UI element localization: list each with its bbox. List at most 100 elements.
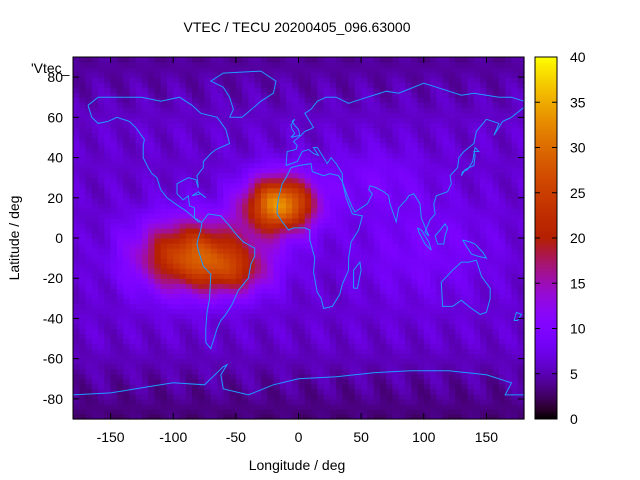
heat-cell <box>498 238 506 244</box>
heat-cell <box>480 298 488 304</box>
heat-cell <box>154 87 162 93</box>
heat-cell <box>317 288 325 294</box>
heat-cell <box>473 112 481 118</box>
heat-cell <box>392 67 400 73</box>
heat-cell <box>160 408 168 415</box>
heat-cell <box>73 117 80 123</box>
heat-cell <box>166 77 174 83</box>
heat-cell <box>198 373 206 380</box>
heat-cell <box>179 273 187 279</box>
heat-cell <box>379 142 387 149</box>
heat-cell <box>110 187 118 194</box>
heat-cell <box>210 187 218 194</box>
heat-cell <box>198 107 206 113</box>
heat-cell <box>248 212 256 219</box>
heat-cell <box>342 378 350 385</box>
heat-cell <box>348 298 356 304</box>
heat-cell <box>392 152 400 159</box>
heat-cell <box>110 283 118 289</box>
heat-cell <box>260 57 268 63</box>
heat-cell <box>79 57 87 63</box>
heat-cell <box>273 398 281 405</box>
heat-cell <box>279 172 287 179</box>
heat-cell <box>292 92 300 98</box>
heat-cell <box>404 393 412 400</box>
heat-cell <box>342 253 350 259</box>
heat-cell <box>135 92 143 98</box>
heat-cell <box>329 343 337 350</box>
heat-cell <box>398 343 406 350</box>
heat-cell <box>411 92 419 98</box>
heat-cell <box>116 227 124 234</box>
heat-cell <box>223 202 231 209</box>
heat-cell <box>473 77 481 83</box>
heat-cell <box>248 318 256 325</box>
heat-cell <box>311 192 318 199</box>
heat-cell <box>141 408 149 415</box>
heat-cell <box>323 298 331 304</box>
heat-cell <box>210 303 218 309</box>
heat-cell <box>110 132 118 139</box>
heat-cell <box>373 353 381 360</box>
heat-cell <box>110 258 118 264</box>
heat-cell <box>223 227 231 234</box>
heat-cell <box>279 92 287 98</box>
heat-cell <box>279 323 287 330</box>
heat-cell <box>285 77 293 83</box>
heat-cell <box>486 127 494 134</box>
heat-cell <box>204 243 212 249</box>
heat-cell <box>292 358 300 365</box>
heat-cell <box>192 207 199 214</box>
heat-cell <box>260 258 268 264</box>
heat-cell <box>116 97 124 103</box>
heat-cell <box>91 258 99 264</box>
heat-cell <box>110 393 118 400</box>
heat-cell <box>160 293 168 299</box>
heat-cell <box>204 87 212 93</box>
heat-cell <box>148 67 156 73</box>
heat-cell <box>185 97 193 103</box>
heat-cell <box>179 187 187 194</box>
heat-cell <box>492 192 500 199</box>
heat-cell <box>304 222 312 229</box>
heat-cell <box>467 137 475 144</box>
heat-cell <box>329 192 337 199</box>
heat-cell <box>242 62 249 68</box>
heat-cell <box>73 358 80 365</box>
heat-cell <box>342 87 350 93</box>
heat-cell <box>480 248 488 254</box>
heat-cell <box>192 157 199 164</box>
heat-cell <box>129 293 137 299</box>
heat-cell <box>342 243 350 249</box>
heat-cell <box>223 363 231 370</box>
heat-cell <box>480 353 488 360</box>
heat-cell <box>442 353 450 360</box>
heat-cell <box>361 303 368 309</box>
heat-cell <box>242 67 249 73</box>
heat-cell <box>404 202 412 209</box>
heat-cell <box>279 298 287 304</box>
heat-cell <box>279 333 287 340</box>
heat-cell <box>210 383 218 390</box>
heat-cell <box>342 373 350 380</box>
heat-cell <box>348 393 356 400</box>
heat-cell <box>505 328 513 335</box>
heat-cell <box>85 132 93 139</box>
heat-cell <box>492 263 500 269</box>
heat-cell <box>248 137 256 144</box>
heat-cell <box>404 92 412 98</box>
heat-cell <box>304 243 312 249</box>
heat-cell <box>430 258 437 264</box>
heat-cell <box>223 343 231 350</box>
heat-cell <box>461 132 469 139</box>
heat-cell <box>235 97 243 103</box>
heat-cell <box>398 117 406 123</box>
heat-cell <box>98 353 105 360</box>
heat-cell <box>85 192 93 199</box>
heat-cell <box>367 92 375 98</box>
heat-cell <box>423 253 431 259</box>
heat-cell <box>342 383 350 390</box>
heat-cell <box>273 127 281 134</box>
heat-cell <box>173 117 181 123</box>
heat-cell <box>367 283 375 289</box>
